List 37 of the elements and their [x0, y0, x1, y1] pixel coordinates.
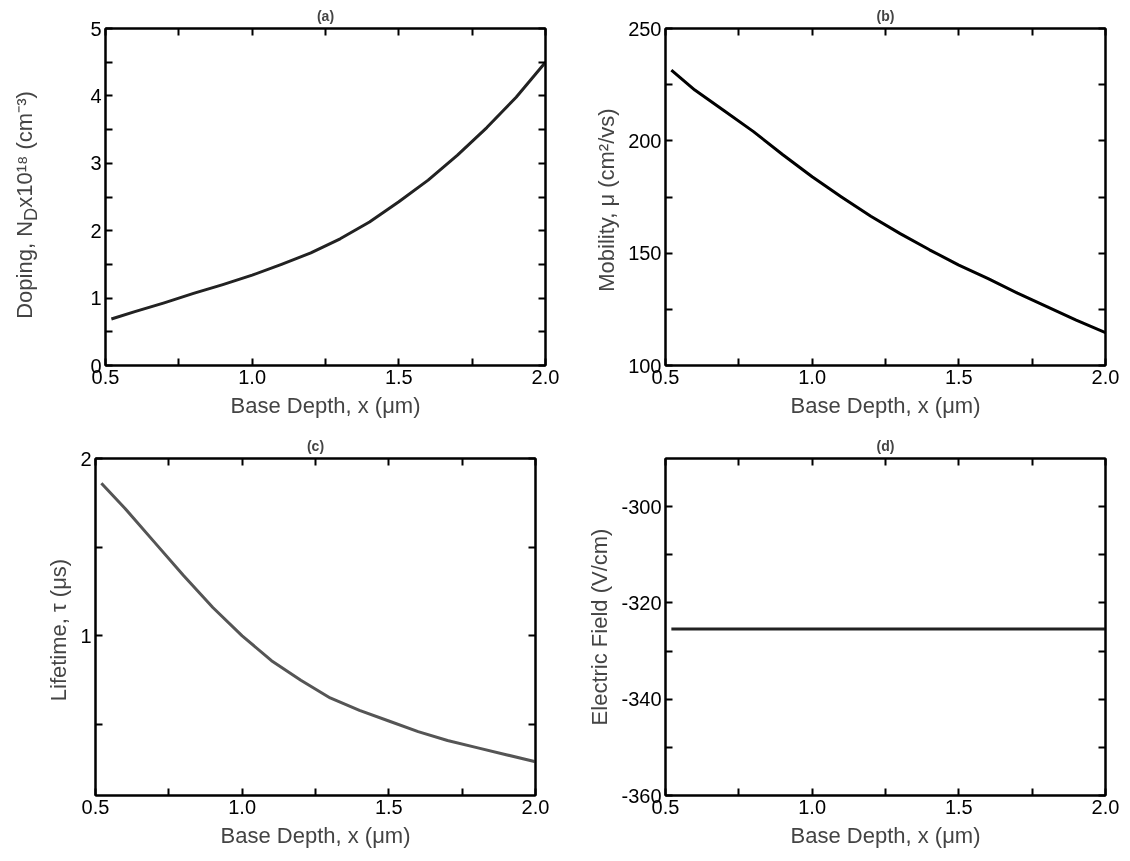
x-tick-label: 2.0 [531, 365, 560, 388]
x-tick-label: 1.0 [238, 365, 267, 388]
x-tick-label: 1.5 [944, 365, 973, 388]
x-tick-label: 1.0 [798, 795, 827, 818]
y-tick-label: 1 [80, 624, 92, 647]
y-tick-label: -320 [621, 591, 662, 614]
y-tick-label: 150 [628, 242, 662, 265]
y-axis-title: Electric Field (V/cm) [587, 528, 613, 726]
chart-title: (b) [876, 7, 895, 24]
x-axis-title: Base Depth, x (μm) [230, 392, 421, 418]
y-axis-title: Mobility, μ (cm²/vs) [594, 108, 620, 292]
y-tick-label: 4 [90, 84, 102, 107]
chart-title: (d) [876, 437, 895, 454]
x-tick-label: 1.5 [384, 365, 413, 388]
y-tick-label: 1 [90, 287, 102, 310]
x-tick-label: 0.5 [81, 795, 110, 818]
chart-title: (a) [316, 7, 335, 24]
x-axis-title: Base Depth, x (μm) [790, 392, 981, 418]
y-tick-label: 200 [628, 129, 662, 152]
x-tick-label: 1.0 [228, 795, 257, 818]
chart-title: (c) [306, 437, 325, 454]
y-tick-label: 250 [628, 17, 662, 40]
y-tick-label: 2 [80, 447, 92, 470]
x-tick-label: 1.5 [374, 795, 403, 818]
y-tick-label: -340 [621, 688, 662, 711]
x-axis-title: Base Depth, x (μm) [790, 822, 981, 848]
y-tick-label: 3 [90, 152, 102, 175]
x-tick-label: 1.0 [798, 365, 827, 388]
x-tick-label: 2.0 [521, 795, 550, 818]
x-tick-label: 2.0 [1091, 365, 1120, 388]
y-tick-label: 5 [90, 17, 102, 40]
x-axis-title: Base Depth, x (μm) [220, 822, 411, 848]
y-tick-label: -300 [621, 495, 662, 518]
y-axis-title: Lifetime, τ (μs) [46, 558, 72, 702]
x-tick-label: 2.0 [1091, 795, 1120, 818]
x-tick-label: 1.5 [944, 795, 973, 818]
y-tick-label: 2 [90, 219, 102, 242]
